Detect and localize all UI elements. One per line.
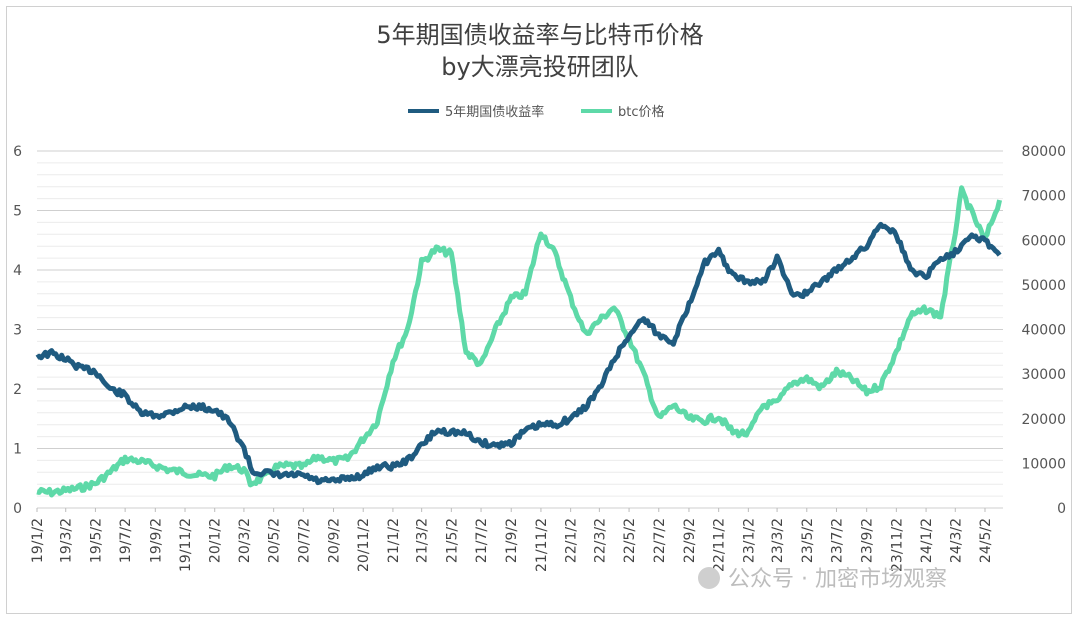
- x-tick-label: 22/7/2: [652, 518, 668, 563]
- x-tick-label: 24/3/2: [948, 518, 964, 563]
- y-right-tick-label: 30000: [1021, 367, 1066, 383]
- y-right-tick-label: 0: [1057, 501, 1066, 517]
- y-right-tick-label: 70000: [1021, 189, 1066, 205]
- x-tick-label: 23/9/2: [860, 518, 876, 563]
- x-tick-label: 22/3/2: [592, 518, 608, 563]
- y-left-tick-label: 0: [13, 501, 22, 517]
- x-tick-label: 24/5/2: [978, 518, 994, 563]
- watermark: 公众号 · 加密市场观察: [698, 567, 947, 592]
- x-tick-label: 23/11/2: [889, 518, 905, 572]
- chart-subtitle: by大漂亮投研团队: [441, 53, 638, 81]
- y-left-tick-label: 2: [13, 382, 22, 398]
- x-tick-label: 23/7/2: [829, 518, 845, 563]
- x-tick-label: 23/3/2: [770, 518, 786, 563]
- y-right-tick-label: 50000: [1021, 278, 1066, 294]
- x-tick-label: 21/9/2: [504, 518, 520, 563]
- y-right-tick-label: 80000: [1021, 144, 1066, 160]
- x-tick-label: 19/7/2: [118, 518, 134, 563]
- x-tick-label: 21/11/2: [534, 518, 550, 572]
- x-tick-label: 23/5/2: [800, 518, 816, 563]
- chart-title: 5年期国债收益率与比特币价格: [376, 21, 703, 49]
- wechat-icon: [698, 567, 720, 589]
- series-lines: [35, 185, 1003, 498]
- x-tick-label: 21/3/2: [415, 518, 431, 563]
- x-tick-label: 19/11/2: [178, 518, 194, 572]
- y-right-tick-label: 60000: [1021, 233, 1066, 249]
- x-tick-label: 21/5/2: [444, 518, 460, 563]
- x-tick-label: 21/1/2: [386, 518, 402, 563]
- y-axis-right: 0 10000 20000 30000 40000 50000 60000 70000 8000…: [1021, 144, 1066, 517]
- series-line-yield: [35, 221, 1002, 486]
- x-tick-label: 22/1/2: [564, 518, 580, 563]
- x-tick-label: 24/1/2: [919, 518, 935, 563]
- y-left-tick-label: 1: [13, 442, 22, 458]
- x-tick-label: 20/11/2: [356, 518, 372, 572]
- legend: 5年期国债收益率 btc价格: [408, 104, 665, 120]
- x-tick-label: 20/5/2: [267, 518, 283, 563]
- y-left-tick-label: 4: [13, 263, 22, 279]
- x-tick-label: 20/1/2: [208, 518, 224, 563]
- x-tick-label: 19/9/2: [148, 518, 164, 563]
- watermark-text: 公众号 · 加密市场观察: [728, 567, 947, 592]
- x-tick-label: 21/7/2: [474, 518, 490, 563]
- y-axis-left: 0 1 2 3 4 5 6: [13, 144, 22, 517]
- x-tick-label: 23/1/2: [741, 518, 757, 563]
- legend-label-yield: 5年期国债收益率: [445, 104, 544, 120]
- y-right-tick-label: 20000: [1021, 412, 1066, 428]
- y-left-tick-label: 3: [13, 323, 22, 339]
- x-tick-label: 22/5/2: [622, 518, 638, 563]
- chart: 5年期国债收益率与比特币价格 by大漂亮投研团队 5年期国债收益率 btc价格 …: [13, 21, 1066, 592]
- x-tick-label: 19/3/2: [59, 518, 75, 563]
- x-tick-label: 20/7/2: [296, 518, 312, 563]
- x-axis: 19/1/2 19/3/2 19/5/2 19/7/2 19/9/2 19/11/2 20/…: [30, 508, 994, 572]
- y-right-tick-label: 40000: [1021, 323, 1066, 339]
- y-left-tick-label: 5: [13, 204, 22, 220]
- x-tick-label: 19/1/2: [30, 518, 46, 563]
- x-tick-label: 20/3/2: [237, 518, 253, 563]
- legend-label-btc: btc价格: [618, 104, 665, 120]
- gridlines: [37, 150, 1003, 509]
- chart-frame: 5年期国债收益率与比特币价格 by大漂亮投研团队 5年期国债收益率 btc价格 …: [6, 6, 1072, 614]
- y-right-tick-label: 10000: [1021, 456, 1066, 472]
- series-line-btc: [36, 185, 1003, 498]
- y-left-tick-label: 6: [13, 144, 22, 160]
- x-tick-label: 22/9/2: [682, 518, 698, 563]
- x-tick-label: 22/11/2: [712, 518, 728, 572]
- x-tick-label: 20/9/2: [327, 518, 343, 563]
- x-tick-label: 19/5/2: [88, 518, 104, 563]
